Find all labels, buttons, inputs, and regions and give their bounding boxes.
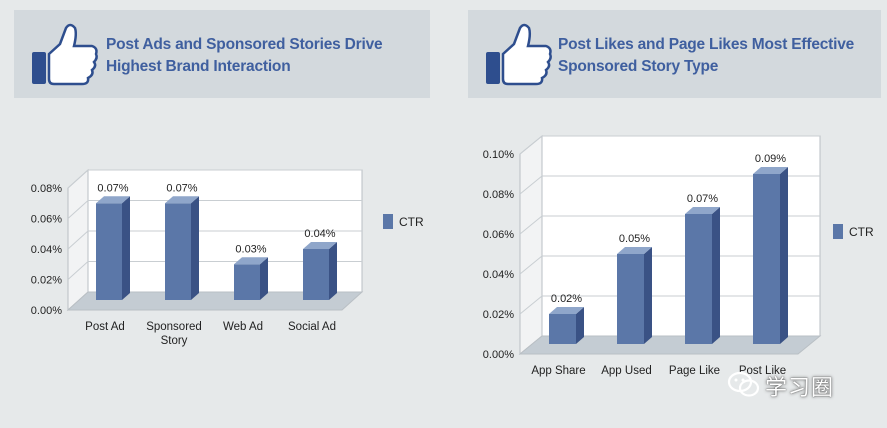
y-tick-label: 0.02% <box>483 309 514 321</box>
title-line: Highest Brand Interaction <box>106 58 291 75</box>
bar <box>753 174 780 344</box>
data-label: 0.07% <box>166 182 197 194</box>
y-tick-label: 0.10% <box>483 149 514 161</box>
bar-side <box>576 307 584 344</box>
x-tick-label: Post Like <box>739 365 786 377</box>
title-line: Post Likes and Page Likes Most Effective <box>558 36 855 53</box>
panel-header-left: Post Ads and Sponsored Stories Drive Hig… <box>14 10 430 98</box>
gridline <box>519 295 820 315</box>
y-tick-label: 0.06% <box>483 229 514 241</box>
gridline <box>67 230 362 250</box>
gridline <box>519 215 820 235</box>
data-label: 0.02% <box>551 293 582 305</box>
watermark-text: 学习圈 <box>765 376 835 401</box>
data-label: 0.05% <box>619 233 650 245</box>
gridline <box>519 175 820 195</box>
bar <box>96 203 122 300</box>
gridline <box>519 135 820 155</box>
bar-top <box>685 207 720 214</box>
bar <box>234 264 260 300</box>
x-tick-label: Post Ad <box>85 321 125 333</box>
bar-side <box>712 207 720 344</box>
bar <box>617 254 644 344</box>
chart-right <box>518 134 843 356</box>
bar-top <box>165 196 199 204</box>
x-tick-label: Page Like <box>669 365 720 377</box>
chart-floor <box>66 291 364 311</box>
bar-top <box>96 196 130 204</box>
bar-top <box>549 307 584 314</box>
y-tick-label: 0.04% <box>31 244 62 256</box>
chart-side-wall <box>519 134 543 356</box>
bar-side <box>191 196 199 300</box>
bar-top <box>303 242 337 249</box>
gridline <box>67 200 362 219</box>
panel-title-left: Post Ads and Sponsored Stories Drive Hig… <box>106 34 426 78</box>
legend-swatch <box>383 214 393 229</box>
bar-side <box>329 242 337 300</box>
legend-label: CTR <box>849 225 874 239</box>
legend-swatch <box>833 224 843 239</box>
title-line: Sponsored Story Type <box>558 58 719 75</box>
bar <box>685 214 712 344</box>
y-tick-label: 0.02% <box>31 275 62 287</box>
data-label: 0.07% <box>687 193 718 205</box>
data-label: 0.09% <box>755 153 786 165</box>
x-tick-label: App Used <box>601 365 652 377</box>
x-tick-label: App Share <box>531 365 585 377</box>
bar-side <box>260 257 268 300</box>
data-label: 0.03% <box>235 243 266 255</box>
y-tick-label: 0.00% <box>483 349 514 361</box>
gridline <box>67 261 362 280</box>
bar-side <box>644 247 652 344</box>
bar <box>165 203 191 300</box>
wechat-icon <box>727 371 760 397</box>
bar-top <box>617 247 652 254</box>
title-line: Post Ads and Sponsored Stories Drive <box>106 36 383 53</box>
x-tick-label: Social Ad <box>288 321 336 333</box>
thumbs-up-icon <box>32 23 98 86</box>
y-tick-label: 0.08% <box>31 183 62 195</box>
thumbs-up-icon <box>486 23 552 86</box>
gridline <box>67 169 362 189</box>
chart-left <box>66 168 393 312</box>
bar-side <box>780 167 788 344</box>
panel-header-right: Post Likes and Page Likes Most Effective… <box>468 10 881 98</box>
y-tick-label: 0.04% <box>483 269 514 281</box>
data-label: 0.04% <box>304 228 335 240</box>
x-tick-label: Story <box>161 335 188 347</box>
chart-floor <box>518 335 822 355</box>
x-tick-label: Web Ad <box>223 321 263 333</box>
y-tick-label: 0.06% <box>31 214 62 226</box>
bar <box>549 314 576 344</box>
bar-top <box>753 167 788 174</box>
legend-label: CTR <box>399 215 424 229</box>
x-tick-label: Sponsored <box>146 321 202 333</box>
data-label: 0.07% <box>97 182 128 194</box>
bar-top <box>234 257 268 265</box>
y-tick-label: 0.00% <box>31 305 62 317</box>
y-tick-label: 0.08% <box>483 189 514 201</box>
bar-side <box>122 196 130 300</box>
watermark: 学习圈 <box>727 366 877 402</box>
gridline <box>519 255 820 275</box>
panel-title-right: Post Likes and Page Likes Most Effective… <box>558 34 878 78</box>
bar <box>303 249 329 300</box>
